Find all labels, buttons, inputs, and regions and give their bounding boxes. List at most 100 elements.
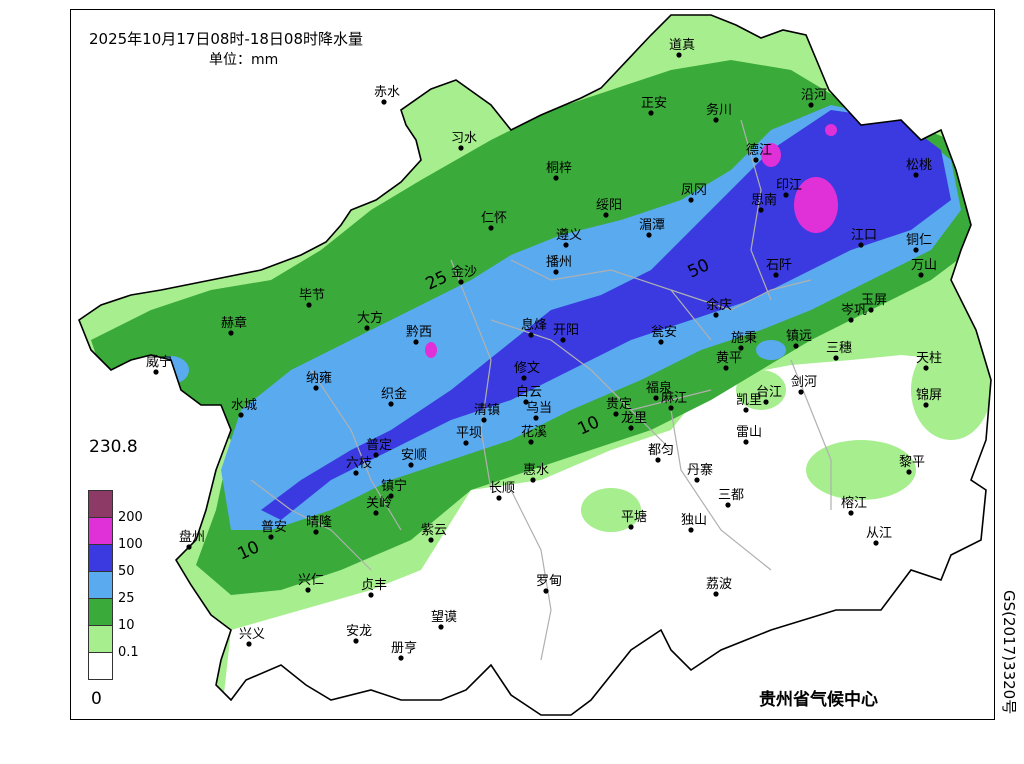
city-label: 习水 — [451, 131, 477, 146]
zone-light-patch — [911, 340, 991, 440]
zone-light-patch — [581, 488, 641, 532]
city-dot — [521, 375, 527, 381]
city-dot — [560, 337, 566, 343]
city-dot — [655, 457, 661, 463]
city-label: 福泉 — [646, 380, 672, 396]
city-label: 石阡 — [766, 258, 792, 273]
city-dot — [246, 641, 252, 647]
zone-100 — [425, 342, 437, 358]
city-label: 铜仁 — [906, 233, 932, 248]
city-label: 沿河 — [801, 88, 827, 103]
city-dot — [313, 529, 319, 535]
city-label: 清镇 — [474, 403, 500, 418]
city-dot — [848, 317, 854, 323]
city-dot — [528, 332, 534, 338]
legend-swatch — [88, 571, 113, 598]
city-label: 龙里 — [621, 411, 647, 426]
city-dot — [808, 102, 814, 108]
city-dot — [463, 440, 469, 446]
city-label: 金沙 — [451, 264, 477, 280]
city-label: 白云 — [516, 384, 542, 400]
city-dot — [694, 477, 700, 483]
legend-label: 100 — [118, 537, 143, 552]
city-label: 锦屏 — [916, 388, 942, 403]
city-dot — [918, 272, 924, 278]
city-dot — [353, 638, 359, 644]
city-label: 正安 — [641, 96, 667, 111]
city-dot — [783, 192, 789, 198]
city-dot — [553, 175, 559, 181]
city-label: 台江 — [756, 385, 782, 400]
city-label: 都匀 — [648, 443, 674, 458]
city-label: 岑巩 — [841, 303, 867, 318]
city-dot — [238, 412, 244, 418]
legend-swatch — [88, 490, 113, 517]
city-dot — [628, 425, 634, 431]
city-label: 六枝 — [346, 456, 372, 471]
city-label: 德江 — [746, 143, 772, 158]
city-label: 松桃 — [906, 158, 932, 173]
legend-swatch — [88, 652, 113, 680]
city-label: 凤冈 — [681, 183, 707, 198]
city-dot — [628, 524, 634, 530]
city-label: 息烽 — [521, 317, 547, 333]
city-dot — [688, 527, 694, 533]
city-label: 贵定 — [606, 397, 632, 412]
city-dot — [798, 389, 804, 395]
city-label: 册亨 — [391, 640, 417, 656]
city-label: 剑河 — [791, 374, 817, 390]
city-dot — [758, 207, 764, 213]
city-label: 罗甸 — [536, 574, 562, 589]
city-label: 长顺 — [489, 481, 515, 496]
city-label: 黔西 — [406, 325, 432, 340]
legend-swatch — [88, 544, 113, 571]
city-label: 织金 — [381, 386, 407, 402]
city-dot — [388, 493, 394, 499]
city-dot — [743, 407, 749, 413]
zone-light-patch — [806, 440, 916, 500]
city-label: 雷山 — [736, 425, 762, 440]
city-label: 天柱 — [916, 351, 942, 366]
city-label: 湄潭 — [639, 218, 665, 233]
city-dot — [793, 343, 799, 349]
city-label: 赤水 — [374, 85, 400, 100]
city-dot — [743, 439, 749, 445]
city-dot — [353, 470, 359, 476]
city-dot — [873, 540, 879, 546]
city-dot — [398, 655, 404, 661]
city-dot — [868, 307, 874, 313]
city-label: 绥阳 — [596, 198, 622, 213]
city-dot — [688, 197, 694, 203]
city-label: 三都 — [718, 488, 744, 503]
city-dot — [653, 395, 659, 401]
agency-name: 贵州省气候中心 — [759, 690, 878, 710]
city-dot — [458, 145, 464, 151]
city-label: 盘州 — [179, 529, 205, 545]
city-dot — [306, 302, 312, 308]
approval-number-text: GS(2017)3320号 — [1000, 590, 1018, 715]
city-dot — [413, 339, 419, 345]
city-label: 兴义 — [239, 627, 265, 642]
city-dot — [388, 401, 394, 407]
city-label: 黎平 — [899, 455, 925, 470]
city-label: 思南 — [751, 192, 777, 208]
city-dot — [906, 469, 912, 475]
city-label: 独山 — [681, 513, 707, 528]
city-dot — [913, 247, 919, 253]
city-dot — [268, 534, 274, 540]
legend-min-label: 0 — [91, 689, 102, 709]
city-label: 望谟 — [431, 609, 457, 625]
city-dot — [858, 242, 864, 248]
city-label: 黄平 — [716, 351, 742, 366]
city-label: 江口 — [851, 228, 877, 243]
city-dot — [713, 117, 719, 123]
legend-swatch — [88, 517, 113, 544]
city-dot — [923, 365, 929, 371]
city-dot — [364, 325, 370, 331]
city-label: 瓮安 — [651, 325, 677, 340]
city-dot — [676, 52, 682, 58]
city-dot — [523, 399, 529, 405]
city-dot — [381, 99, 387, 105]
city-dot — [428, 537, 434, 543]
legend: 200 100 50 25 10 0.1 — [88, 490, 143, 680]
